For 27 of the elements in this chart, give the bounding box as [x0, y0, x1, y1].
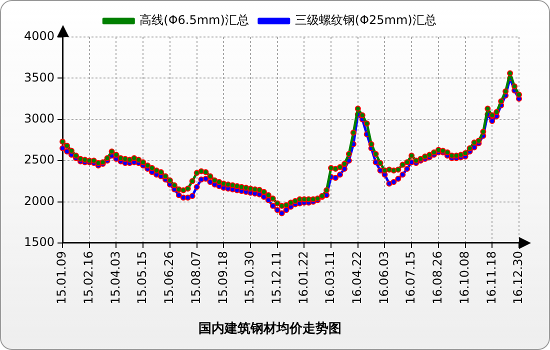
x-tick-label: 15.01.09 — [54, 250, 69, 304]
y-tick-label: 2500 — [24, 152, 55, 167]
x-tick-label: 16.11.18 — [484, 250, 498, 304]
x-tick-label: 15.12.11 — [269, 250, 284, 304]
x-tick-label: 16.03.11 — [323, 250, 338, 304]
x-tick-label: 15.09.18 — [216, 250, 230, 304]
y-tick-label: 2000 — [24, 194, 55, 208]
x-tick-label: 16.10.08 — [457, 250, 472, 304]
x-tick-label: 16.08.26 — [430, 250, 445, 304]
y-tick-label: 4000 — [24, 29, 55, 44]
y-tick-label: 3500 — [24, 70, 55, 84]
legend-label: 三级螺纹钢(Φ25mm)汇总 — [294, 13, 436, 28]
y-tick-label: 3000 — [24, 112, 55, 126]
text: 国内建筑钢材均价走势图 — [198, 320, 342, 337]
x-tick-label: 16.07.15 — [404, 250, 418, 304]
x-tick-label: 15.04.03 — [108, 250, 122, 304]
y-tick-label: 1500 — [24, 235, 55, 250]
x-tick-label: 16.06.03 — [376, 250, 391, 304]
x-tick-label: 16.12.30 — [511, 250, 526, 304]
x-tick-label: 15.05.15 — [135, 250, 150, 304]
x-tick-label: 15.02.16 — [82, 250, 96, 304]
legend-label: 高线(Φ6.5mm)汇总 — [140, 13, 249, 28]
x-tick-label: 15.10.30 — [242, 250, 257, 304]
x-tick-label: 16.01.22 — [296, 250, 310, 304]
x-tick-label: 15.06.26 — [162, 250, 176, 304]
x-tick-label: 15.08.07 — [188, 250, 203, 304]
x-tick-label: 16.04.22 — [350, 250, 364, 304]
